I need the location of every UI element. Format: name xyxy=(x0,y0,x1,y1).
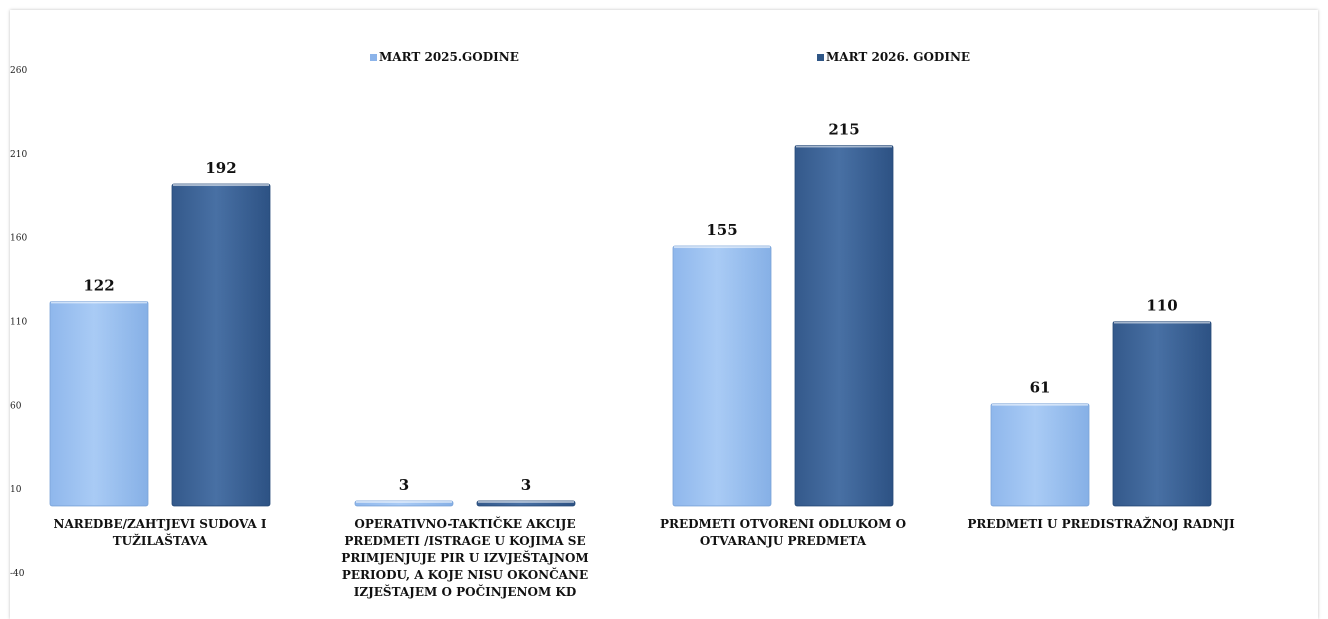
data-label: 192 xyxy=(205,159,236,177)
bar-highlight xyxy=(674,246,770,249)
legend-label: MART 2025.GODINE xyxy=(379,50,519,64)
y-tick-label: 160 xyxy=(10,234,27,244)
category-label: PERIODU, A KOJE NISU OKONČANE xyxy=(342,566,588,582)
legend-label: MART 2026. GODINE xyxy=(826,50,970,64)
bar-highlight xyxy=(51,301,147,304)
bar xyxy=(171,183,271,507)
y-axis: 260 210 160 110 60 10 -40 xyxy=(10,66,27,579)
data-label: 215 xyxy=(828,120,859,138)
data-label: 3 xyxy=(399,476,409,494)
bar xyxy=(990,403,1090,507)
y-tick-label: 10 xyxy=(10,485,22,495)
bar-highlight xyxy=(992,403,1088,406)
bars: 122 192 3 3 155 215 61 110 xyxy=(49,120,1212,507)
category-label: PREDMETI /ISTRAGE U KOJIMA SE xyxy=(344,534,585,548)
chart-area: MART 2025.GODINE MART 2026. GODINE 260 210… xyxy=(10,10,1318,619)
bar xyxy=(49,300,149,507)
legend-swatch xyxy=(817,54,824,61)
bar-chart: MART 2025.GODINE MART 2026. GODINE 260 210… xyxy=(10,50,1236,599)
legend-swatch xyxy=(370,54,377,61)
data-label: 155 xyxy=(706,221,737,239)
category-label: IZJEŠTAJEM O POČINJENOM KD xyxy=(354,583,577,599)
bar xyxy=(1112,321,1212,507)
y-tick-label: 60 xyxy=(10,401,22,411)
category-label: PREDMETI U PREDISTRAŽNOJ RADNJI xyxy=(967,516,1235,531)
data-label: 122 xyxy=(83,276,114,294)
category-label: OTVARANJU PREDMETA xyxy=(700,534,867,548)
data-label: 61 xyxy=(1030,379,1051,397)
category-label: PREDMETI OTVORENI ODLUKOM O xyxy=(660,517,906,531)
category-label: NAREDBE/ZAHTJEVI SUDOVA I xyxy=(54,517,267,531)
bar xyxy=(794,145,894,507)
data-label: 110 xyxy=(1146,297,1177,315)
bar-highlight xyxy=(478,500,574,503)
bar-highlight xyxy=(356,500,452,503)
bar-highlight xyxy=(1114,321,1210,324)
category-label: TUŽILAŠTAVA xyxy=(113,532,208,548)
y-tick-label: -40 xyxy=(10,569,25,579)
data-label: 3 xyxy=(521,476,531,494)
bar-highlight xyxy=(796,145,892,148)
bar xyxy=(672,245,772,507)
category-label: OPERATIVNO-TAKTIČKE AKCIJE xyxy=(354,515,575,531)
category-label: PRIMJENJUJE PIR U IZVJEŠTAJNOM xyxy=(341,549,588,565)
legend: MART 2025.GODINE MART 2026. GODINE xyxy=(370,50,970,64)
y-tick-label: 210 xyxy=(10,150,27,160)
y-tick-label: 110 xyxy=(10,318,27,328)
bar-highlight xyxy=(173,184,269,187)
y-tick-label: 260 xyxy=(10,66,27,76)
